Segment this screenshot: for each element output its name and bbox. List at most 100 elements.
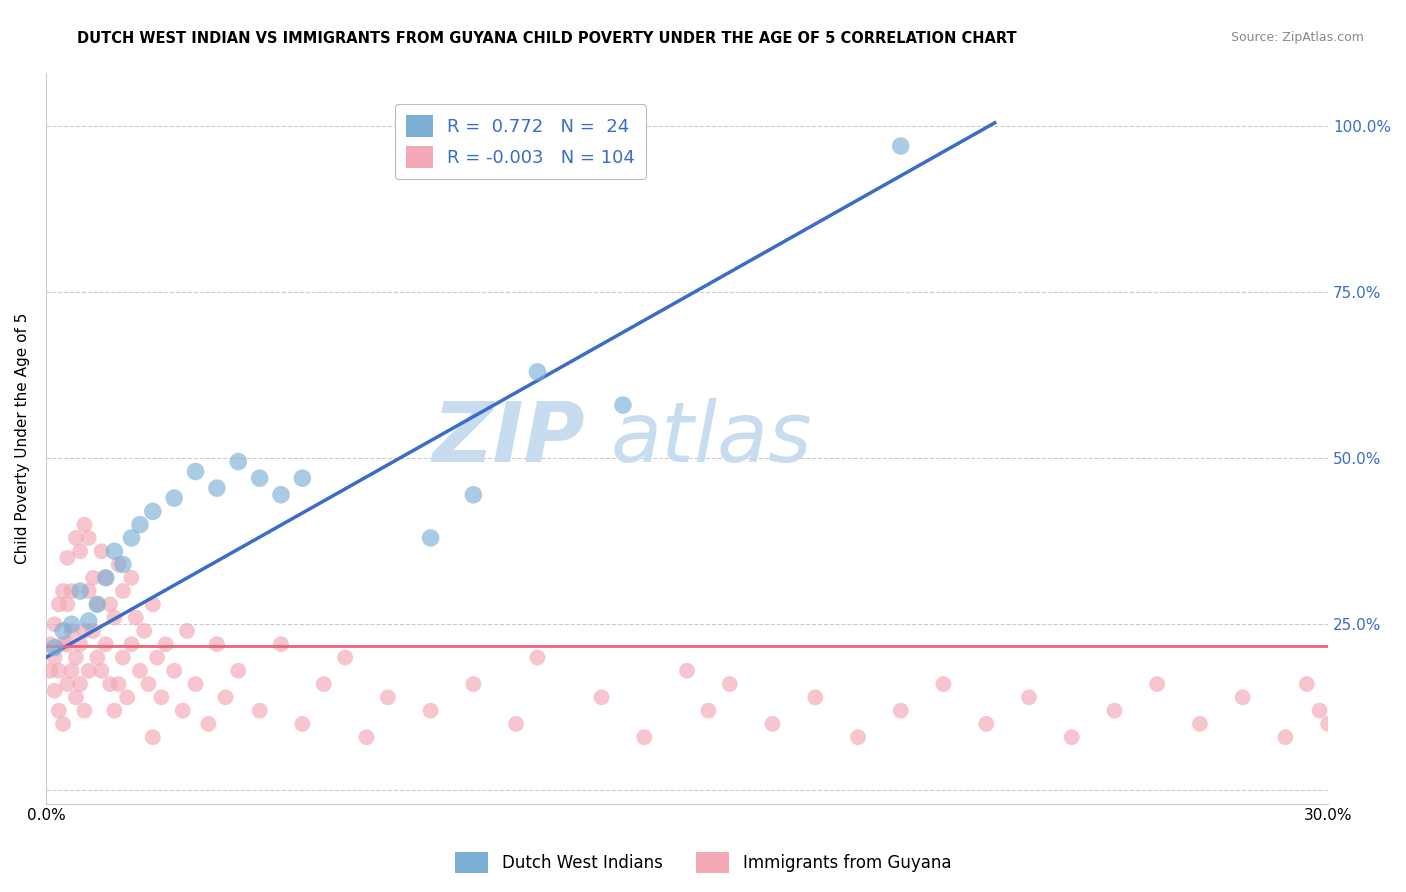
Point xyxy=(214,690,236,705)
Point xyxy=(60,584,83,599)
Point xyxy=(60,617,83,632)
Point xyxy=(129,517,152,532)
Text: atlas: atlas xyxy=(610,398,811,479)
Point xyxy=(77,584,100,599)
Point xyxy=(205,481,228,495)
Point xyxy=(291,471,314,485)
Point xyxy=(44,683,66,698)
Text: DUTCH WEST INDIAN VS IMMIGRANTS FROM GUYANA CHILD POVERTY UNDER THE AGE OF 5 COR: DUTCH WEST INDIAN VS IMMIGRANTS FROM GUY… xyxy=(77,31,1017,46)
Point xyxy=(155,637,177,651)
Point xyxy=(526,650,548,665)
Point xyxy=(65,650,87,665)
Point xyxy=(134,624,156,638)
Point xyxy=(1104,704,1126,718)
Point xyxy=(804,690,827,705)
Point xyxy=(86,650,108,665)
Point xyxy=(419,531,441,545)
Point xyxy=(94,637,117,651)
Point xyxy=(125,610,148,624)
Point xyxy=(1146,677,1168,691)
Point xyxy=(505,717,527,731)
Point xyxy=(56,677,79,691)
Point xyxy=(94,571,117,585)
Point xyxy=(612,398,634,412)
Point xyxy=(65,531,87,545)
Point xyxy=(1188,717,1211,731)
Point xyxy=(103,704,125,718)
Point xyxy=(163,664,186,678)
Point xyxy=(270,637,292,651)
Point xyxy=(142,730,165,744)
Point xyxy=(176,624,198,638)
Point xyxy=(90,664,112,678)
Point xyxy=(1381,690,1403,705)
Point xyxy=(226,454,249,468)
Point xyxy=(846,730,869,744)
Point xyxy=(591,690,613,705)
Point xyxy=(1317,717,1340,731)
Point xyxy=(69,584,91,599)
Point xyxy=(56,598,79,612)
Point xyxy=(120,531,142,545)
Point xyxy=(1232,690,1254,705)
Point xyxy=(142,598,165,612)
Point xyxy=(163,491,186,505)
Point xyxy=(142,504,165,518)
Point xyxy=(48,598,70,612)
Point xyxy=(205,637,228,651)
Point xyxy=(52,717,75,731)
Point xyxy=(65,690,87,705)
Point xyxy=(52,637,75,651)
Point xyxy=(82,571,104,585)
Point xyxy=(197,717,219,731)
Point xyxy=(697,704,720,718)
Point xyxy=(120,571,142,585)
Point xyxy=(1295,677,1317,691)
Point xyxy=(39,664,62,678)
Point xyxy=(77,531,100,545)
Point xyxy=(56,637,79,651)
Point xyxy=(1368,717,1391,731)
Point xyxy=(73,624,96,638)
Point xyxy=(890,704,912,718)
Point xyxy=(1060,730,1083,744)
Point xyxy=(226,664,249,678)
Point xyxy=(1309,704,1331,718)
Point xyxy=(44,617,66,632)
Point xyxy=(115,690,138,705)
Point xyxy=(172,704,194,718)
Point xyxy=(98,598,121,612)
Point xyxy=(526,365,548,379)
Point xyxy=(98,677,121,691)
Point xyxy=(1360,677,1382,691)
Point xyxy=(463,677,485,691)
Point xyxy=(718,677,741,691)
Point xyxy=(56,550,79,565)
Point xyxy=(146,650,169,665)
Point xyxy=(86,598,108,612)
Point xyxy=(60,624,83,638)
Point xyxy=(463,488,485,502)
Point xyxy=(333,650,356,665)
Point xyxy=(974,717,997,731)
Point xyxy=(676,664,699,678)
Point xyxy=(90,544,112,558)
Point xyxy=(86,598,108,612)
Point xyxy=(1018,690,1040,705)
Point xyxy=(932,677,955,691)
Point xyxy=(377,690,399,705)
Point xyxy=(94,571,117,585)
Point xyxy=(111,558,134,572)
Point xyxy=(1326,690,1348,705)
Point xyxy=(77,614,100,628)
Point xyxy=(419,704,441,718)
Point xyxy=(44,640,66,655)
Point xyxy=(1351,704,1374,718)
Y-axis label: Child Poverty Under the Age of 5: Child Poverty Under the Age of 5 xyxy=(15,312,30,564)
Point xyxy=(356,730,378,744)
Point xyxy=(107,558,129,572)
Point xyxy=(69,677,91,691)
Legend: Dutch West Indians, Immigrants from Guyana: Dutch West Indians, Immigrants from Guya… xyxy=(449,846,957,880)
Point xyxy=(39,637,62,651)
Point xyxy=(138,677,160,691)
